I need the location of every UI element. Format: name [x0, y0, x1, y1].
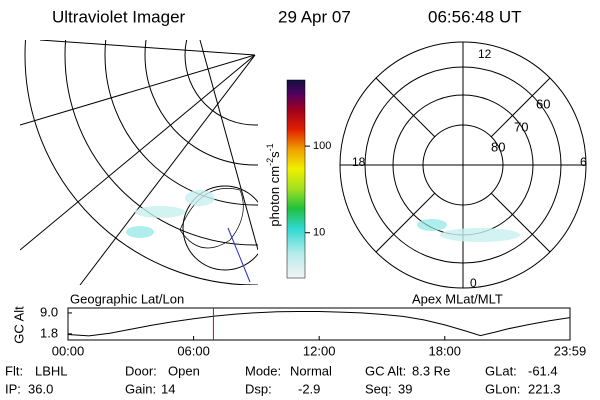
- mlt-label: 6: [580, 155, 587, 169]
- magnetic-map: [339, 41, 587, 289]
- colorbar-tick-label: 10: [313, 227, 325, 239]
- mlt-label: 18: [352, 155, 366, 169]
- status-label: Mode:: [245, 363, 281, 378]
- status-label: Door:: [125, 363, 157, 378]
- y-tick-label: 1.8: [40, 325, 58, 340]
- colorbar: [286, 79, 306, 279]
- date: 29 Apr 07: [278, 7, 351, 26]
- colorbar-tick-label: 100: [313, 140, 331, 152]
- status-label: Flt:: [5, 363, 23, 378]
- status-label: Gain:: [125, 381, 156, 396]
- mlat-label: 80: [491, 139, 505, 154]
- right-map-label: Apex MLat/MLT: [412, 291, 503, 306]
- status-value: 39: [398, 381, 412, 396]
- title: Ultraviolet Imager: [52, 7, 186, 26]
- x-tick-label: 18:00: [428, 343, 461, 358]
- status-value: 36.0: [28, 381, 53, 396]
- y-axis-label: GC Alt: [11, 306, 26, 344]
- status-value: LBHL: [35, 363, 68, 378]
- x-tick-label: 00:00: [52, 343, 85, 358]
- status-value: 8.3 Re: [412, 363, 450, 378]
- status-label: IP:: [5, 381, 21, 396]
- status-value: -61.4: [528, 363, 558, 378]
- timeline-frame: [67, 307, 571, 341]
- colorbar-label: photon cm-2s-1: [265, 143, 282, 226]
- mlat-label: 60: [536, 96, 550, 111]
- status-label: Dsp:: [245, 381, 272, 396]
- mlt-label: 12: [478, 47, 492, 61]
- status-value: 14: [161, 381, 175, 396]
- status-value: Normal: [290, 363, 332, 378]
- status-value: Open: [168, 363, 200, 378]
- x-tick-label: 12:00: [303, 343, 336, 358]
- mlat-label: 70: [514, 119, 528, 134]
- altitude-curve: [67, 311, 571, 337]
- x-tick-label: 23:59: [554, 343, 587, 358]
- status-label: Seq:: [365, 381, 392, 396]
- status-label: GLon:: [485, 381, 520, 396]
- status-value: 221.3: [528, 381, 561, 396]
- status-value: -2.9: [298, 381, 320, 396]
- geographic-map: [20, 40, 258, 285]
- status-label: GC Alt:: [365, 363, 406, 378]
- status-label: GLat:: [485, 363, 517, 378]
- time: 06:56:48 UT: [428, 7, 522, 26]
- colorbar-label-part: -2: [265, 158, 275, 166]
- y-tick-label: 9.0: [40, 304, 58, 319]
- colorbar-label-part: -1: [265, 143, 275, 151]
- mlt-label: 0: [470, 276, 477, 290]
- x-tick-label: 06:00: [177, 343, 210, 358]
- left-map-label: Geographic Lat/Lon: [70, 291, 184, 306]
- colorbar-label-part: s: [267, 151, 282, 158]
- colorbar-label-part: photon cm: [267, 166, 282, 227]
